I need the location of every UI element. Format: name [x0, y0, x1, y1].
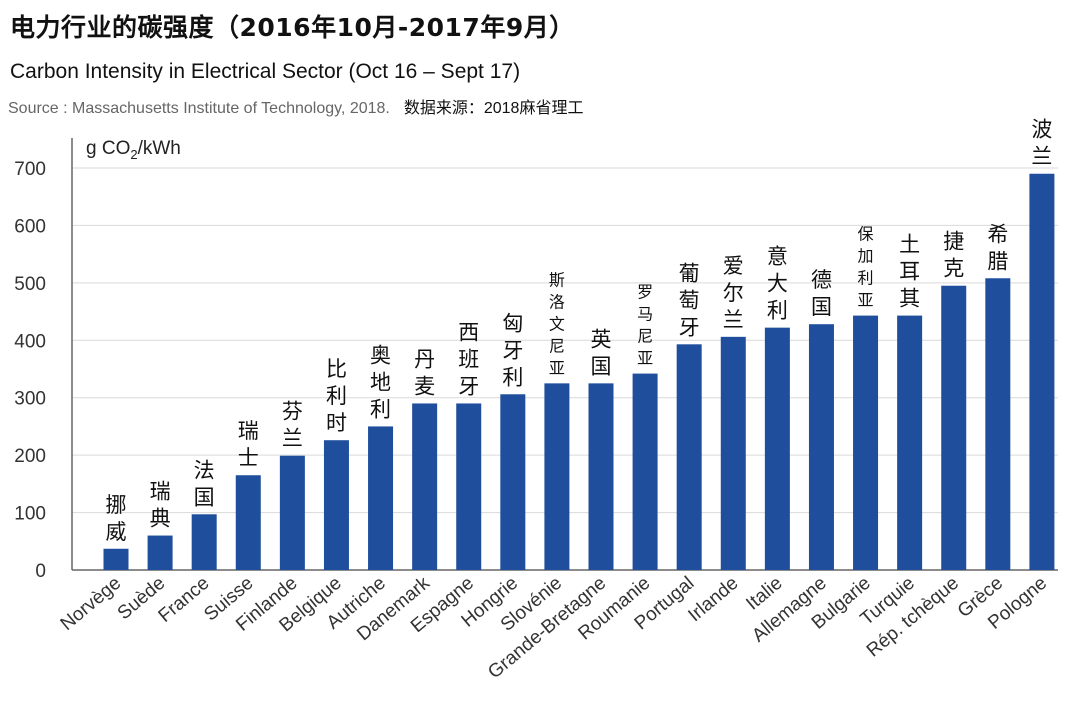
bar-label-cn: 葡萄牙	[679, 261, 700, 339]
bar-label-cn: 捷克	[943, 230, 964, 281]
bar	[588, 383, 614, 570]
bar-label-cn: 西班牙	[458, 320, 479, 398]
y-tick-label: 700	[14, 159, 46, 180]
bar	[191, 514, 217, 570]
x-tick-label: France	[155, 573, 214, 627]
bar-label-cn: 瑞士	[238, 419, 259, 470]
bar-label-cn: 瑞典	[150, 480, 171, 531]
bar	[147, 535, 173, 570]
bar	[808, 324, 834, 570]
source-cn: 数据来源：2018麻省理工	[403, 100, 584, 117]
bar	[500, 394, 526, 570]
bar-label-cn: 土耳其	[899, 233, 920, 311]
bar	[103, 548, 129, 570]
bar-label-cn: 挪威	[106, 493, 127, 544]
bar	[764, 327, 790, 570]
y-tick-label: 0	[35, 561, 46, 582]
bar	[323, 440, 349, 570]
y-tick-label: 300	[14, 389, 46, 410]
source-en: Source : Massachusetts Institute of Tech…	[8, 100, 390, 117]
bar-label-cn: 斯洛文尼亚	[549, 270, 565, 377]
bar	[632, 373, 658, 570]
y-tick-label: 100	[14, 504, 46, 525]
bar	[412, 403, 438, 570]
source-line: Source : Massachusetts Institute of Tech…	[8, 94, 583, 118]
x-tick-label: Irlande	[684, 573, 742, 626]
bar-label-cn: 德国	[811, 268, 832, 319]
bar	[676, 344, 702, 570]
bar-label-cn: 奥地利	[370, 343, 391, 421]
bar	[544, 383, 570, 570]
bar	[235, 475, 261, 570]
bar-label-cn: 爱尔兰	[723, 254, 744, 332]
bar-label-cn: 罗马尼亚	[637, 283, 653, 368]
bar-label-cn: 法国	[194, 458, 215, 509]
bar	[720, 336, 746, 570]
bar	[985, 278, 1011, 570]
y-tick-label: 400	[14, 331, 46, 352]
bar	[853, 315, 879, 570]
bar-label-cn: 希腊	[987, 222, 1008, 273]
chart-title-en: Carbon Intensity in Electrical Sector (O…	[10, 60, 521, 83]
bar	[279, 455, 305, 570]
y-tick-label: 200	[14, 446, 46, 467]
x-tick-label: Norvège	[57, 573, 126, 635]
bar	[456, 403, 482, 570]
chart-title-cn: 电力行业的碳强度（2016年10月-2017年9月）	[10, 13, 575, 42]
y-tick-label: 600	[14, 216, 46, 237]
bar-label-cn: 意大利	[767, 245, 788, 323]
bar-label-cn: 波兰	[1031, 118, 1052, 169]
bar-label-cn: 比利时	[326, 357, 347, 435]
y-axis-unit-label: g CO2/kWh	[86, 138, 181, 162]
bar	[1029, 173, 1055, 570]
bar-label-cn: 保加利亚	[858, 225, 874, 310]
bar-label-cn: 匈牙利	[502, 311, 523, 389]
bar-label-cn: 丹麦	[414, 347, 435, 398]
bar	[368, 426, 394, 570]
bar-label-cn: 芬兰	[282, 400, 303, 451]
bar	[897, 315, 923, 570]
bar	[941, 285, 967, 570]
y-tick-label: 500	[14, 274, 46, 295]
bar-label-cn: 英国	[591, 327, 612, 378]
